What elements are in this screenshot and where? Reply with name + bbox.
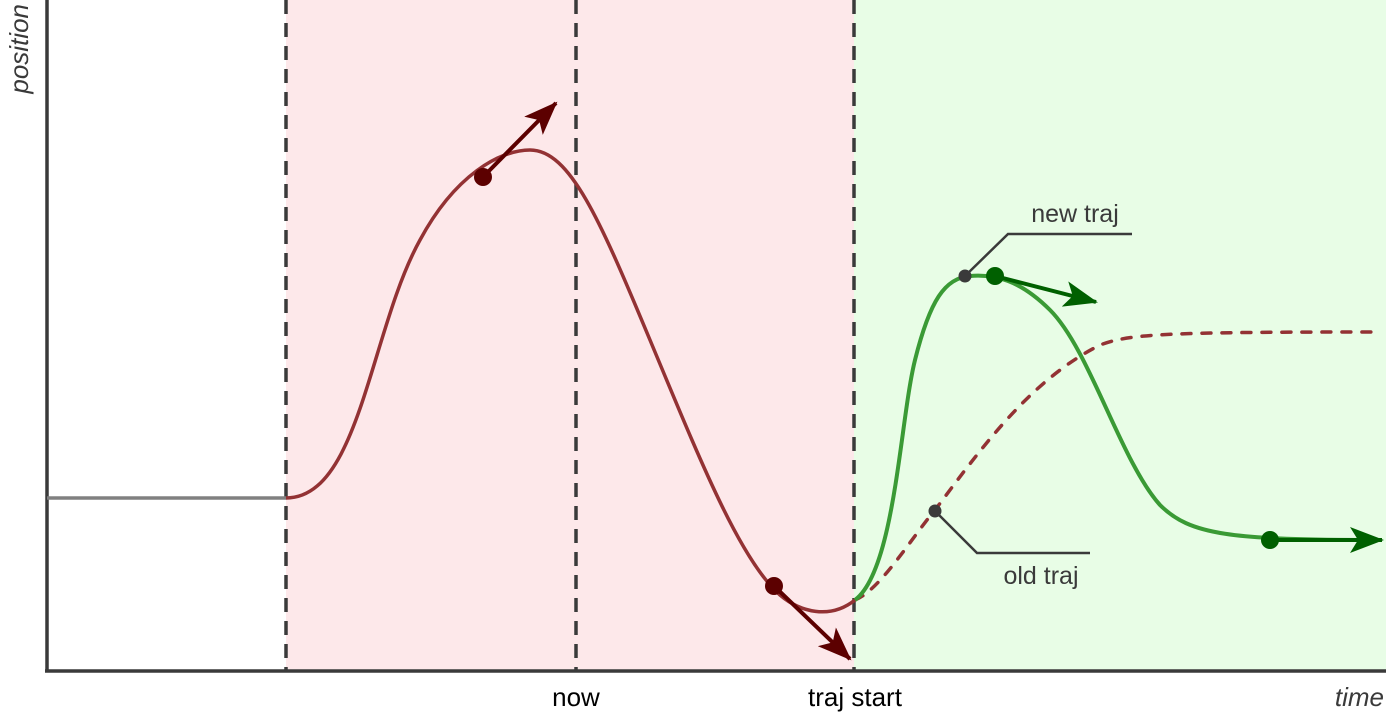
x-axis-label: time <box>1335 682 1384 712</box>
old-traj-label: old traj <box>1003 562 1078 590</box>
old-trajectory-curve <box>853 330 1382 602</box>
trajectory-point-peak <box>474 168 492 186</box>
new-trajectory-point-end <box>1261 531 1279 549</box>
now-label: now <box>552 682 600 712</box>
old-traj-leader-line <box>934 510 1090 555</box>
new-traj-anchor-dot <box>958 269 972 283</box>
new-trajectory-curve <box>853 273 1381 602</box>
new-traj-label: new traj <box>1031 200 1119 228</box>
new-trajectory-region <box>854 0 1386 671</box>
y-axis-label: position <box>4 4 34 95</box>
velocity-arrow-descent <box>772 584 852 661</box>
old-traj-anchor-dot <box>928 504 942 518</box>
velocity-arrow-peak <box>481 101 558 179</box>
traj-start-label: traj start <box>808 682 903 712</box>
velocity-arrow-new-peak <box>994 274 1098 307</box>
new-traj-leader-line <box>964 232 1132 277</box>
past-trajectory-region <box>286 0 854 671</box>
new-trajectory-point-peak <box>986 267 1004 285</box>
trajectory-point-descent <box>765 577 783 595</box>
